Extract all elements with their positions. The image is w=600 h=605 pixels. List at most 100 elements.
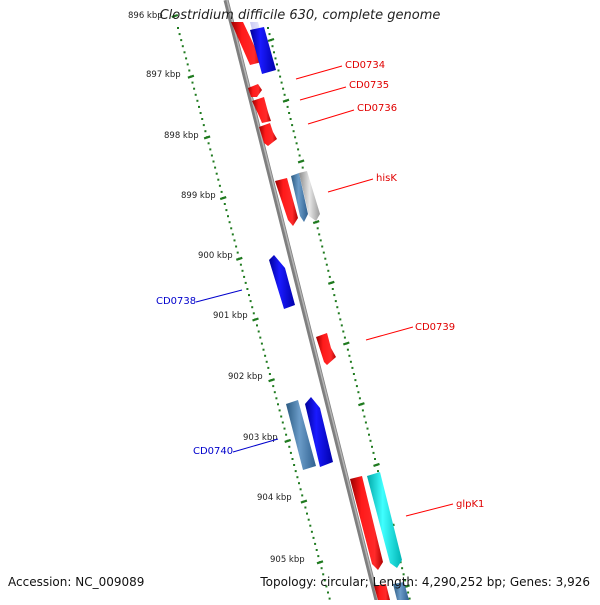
scale-minor-tick [408,597,411,600]
scale-minor-tick [307,518,310,521]
scale-minor-tick [246,288,249,290]
scale-minor-tick [218,184,221,187]
scale-minor-tick [299,488,302,491]
scale-minor-tick [178,33,181,36]
scale-minor-tick [355,385,358,388]
scale-minor-tick [364,421,367,424]
gene-label-cd0739[interactable]: CD0739 [415,322,455,333]
gene-labels: CD0734 CD0735 CD0736 hisK CD0738 CD0739 … [156,60,484,510]
scale-minor-tick [225,209,228,212]
gene-block-cd0736[interactable] [259,123,277,146]
scale-minor-tick [312,536,315,539]
topology-text: Topology: circular; Length: 4,290,252 bp… [260,575,590,589]
gene-label-glpk1[interactable]: glpK1 [456,499,484,510]
scale-minor-tick [177,27,179,29]
gene-block-red-top[interactable] [231,22,262,65]
gene-block-hisk-grey[interactable] [299,171,320,221]
gene-block-steel-bottom[interactable] [393,582,409,600]
kbp-label: 897 kbp [146,70,181,80]
gene-block-cd0734[interactable] [248,84,262,97]
scale-minor-tick [185,57,188,60]
scale-minor-tick [316,227,319,230]
scale-minor-tick [298,482,300,485]
scale-minor-tick [271,45,274,48]
gene-block-red-bottom[interactable] [374,584,390,600]
scale-minor-tick [325,585,328,588]
scale-minor-tick [186,63,189,66]
gene-block-glpk1-red[interactable] [350,476,383,570]
scale-minor-tick [201,118,204,120]
scale-minor-tick [357,391,360,394]
scale-minor-tick [235,245,238,248]
scale-minor-tick [340,324,343,327]
scale-major-tick [252,317,259,322]
scale-minor-tick [296,476,299,479]
scale-minor-tick [259,336,262,339]
kbp-scale-labels: 896 kbp 897 kbp 898 kbp 899 kbp 900 kbp … [128,11,305,565]
scale-minor-tick [321,245,324,248]
scale-minor-tick [257,330,260,333]
scale-minor-tick [337,312,340,315]
gene-label-cd0734[interactable]: CD0734 [345,60,385,71]
scale-major-tick [316,560,324,565]
gene-label-leaders [195,65,454,517]
scale-minor-tick [349,360,352,363]
scale-minor-tick [285,433,288,436]
scale-major-tick [358,402,365,407]
scale-major-tick [327,280,335,285]
gene-block-glpk1-cyan[interactable] [367,472,402,568]
scale-minor-tick [280,81,283,84]
scale-minor-tick [274,57,277,60]
scale-minor-tick [209,148,212,151]
scale-minor-tick [294,136,297,139]
gene-label-cd0740[interactable]: CD0740 [193,446,233,457]
scale-minor-tick [328,275,331,278]
scale-major-tick [171,13,179,19]
scale-minor-tick [319,239,322,242]
scale-minor-tick [227,215,229,218]
scale-minor-tick [351,366,354,369]
genome-backbone [223,0,380,601]
scale-minor-tick [279,75,282,78]
scale-minor-tick [262,348,265,351]
gene-label-cd0738[interactable]: CD0738 [156,296,196,307]
gene-block-cd0740-blue[interactable] [305,397,333,467]
gene-features [231,22,409,600]
gene-label-cd0735[interactable]: CD0735 [349,80,389,91]
scale-minor-tick [236,251,239,254]
scale-minor-tick [181,45,184,48]
scale-minor-tick [374,458,376,460]
scale-minor-tick [297,148,300,151]
scale-minor-tick [354,379,357,382]
scale-minor-tick [294,470,297,473]
scale-minor-tick [204,130,207,133]
scale-minor-tick [401,567,404,570]
scale-minor-tick [220,190,223,193]
scale-minor-tick [248,294,250,297]
gene-block-hisk-steel[interactable] [291,173,308,222]
scale-minor-tick [267,366,270,369]
scale-minor-tick [191,81,194,84]
gene-block-hisk-red[interactable] [275,178,298,226]
gene-label-cd0736[interactable]: CD0736 [357,103,397,114]
scale-minor-tick [333,294,336,297]
scale-minor-tick [280,415,283,418]
gene-block-cd0740-steel[interactable] [286,400,316,470]
gene-block-cd0739[interactable] [316,333,336,365]
scale-minor-tick [310,530,313,533]
scale-minor-tick [304,506,307,509]
scale-minor-tick [264,354,267,357]
gene-label-hisk[interactable]: hisK [376,173,397,184]
gene-block-cd0738[interactable] [269,255,295,309]
scale-minor-tick [320,567,323,570]
scale-minor-tick [286,105,289,108]
scale-minor-tick [273,51,275,54]
scale-minor-tick [283,427,286,430]
gene-block-blue-top[interactable] [250,27,276,74]
scale-minor-tick [342,330,345,333]
inner-scale-track [171,13,331,600]
scale-minor-tick [331,288,334,290]
gene-block-cd0735[interactable] [252,97,271,123]
scale-minor-tick [239,263,242,266]
scale-minor-tick [196,99,199,102]
